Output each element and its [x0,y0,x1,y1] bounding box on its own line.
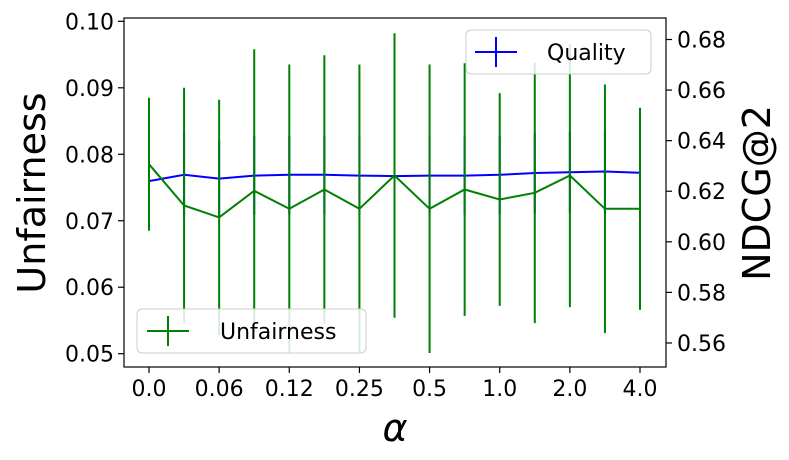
plot-frame [123,17,667,368]
y-left-tick-label: 0.07 [65,210,114,235]
x-tick-label: 4.0 [623,377,658,402]
y-right-tick-label: 0.64 [677,130,726,155]
x-tick-label: 0.0 [132,377,167,402]
axis-ticks: 0.05 0.06 0.07 0.08 0.09 0.10 0.56 0.58 0.60 0.62… [65,10,726,402]
y-right-tick-label: 0.56 [677,332,726,357]
y-right-tick-label: 0.62 [677,180,726,205]
x-tick-label: 0.25 [335,377,384,402]
y-left-tick-label: 0.08 [65,143,114,168]
y-left-tick-label: 0.06 [65,276,114,301]
x-tick-label: 1.0 [482,377,517,402]
y-left-tick-label: 0.10 [65,10,114,35]
legend-box [136,308,367,354]
x-tick-label: 0.12 [265,377,314,402]
y-axis-left-title: Unfairness [10,92,54,293]
x-tick-label: 0.06 [195,377,244,402]
y-left-tick-label: 0.05 [65,343,114,368]
y-right-tick-label: 0.60 [677,231,726,256]
legend-box [465,29,652,75]
unfairness-series-line [148,163,640,219]
x-axis-title: α [382,406,407,450]
y-right-tick-label: 0.58 [677,281,726,306]
x-tick-label: 2.0 [552,377,587,402]
data-marks [148,33,641,354]
y-axis-right-title: NDCG@2 [735,105,779,281]
legend-quality: Quality [465,29,652,75]
legend-quality-label: Quality [547,41,626,66]
x-tick-label: 0.5 [412,377,447,402]
y-right-tick-label: 0.66 [677,79,726,104]
legend-unfairness: Unfairness [136,308,367,354]
y-right-tick-label: 0.68 [677,28,726,53]
y-left-tick-label: 0.09 [65,77,114,102]
legend-unfairness-label: Unfairness [220,320,336,345]
